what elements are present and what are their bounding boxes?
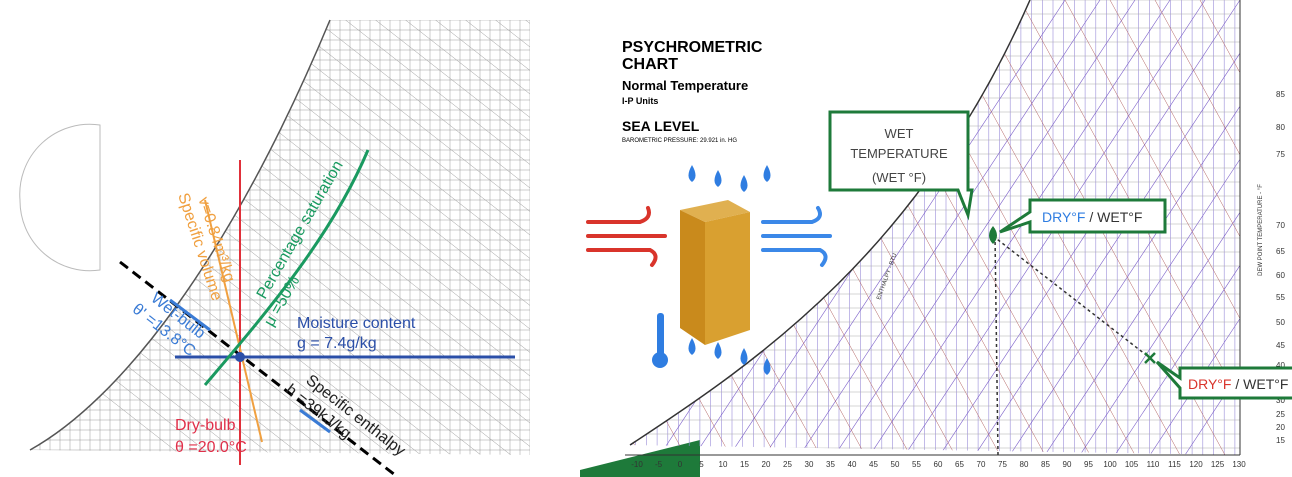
grid-line: [390, 0, 640, 455]
x-tick-label: 40: [848, 460, 857, 469]
x-tick-label: 30: [805, 460, 814, 469]
callout-text: (WET °F): [872, 170, 926, 185]
label: Dry-bulb: [175, 417, 236, 434]
dew-tick-label: 60: [1276, 271, 1285, 280]
grid-line: [0, 0, 290, 470]
x-tick-label: 45: [869, 460, 878, 469]
dew-tick-label: 85: [1276, 90, 1285, 99]
dew-tick-label: 65: [1276, 247, 1285, 256]
x-tick-label: 0: [678, 460, 683, 469]
x-tick-label: 15: [740, 460, 749, 469]
callout-text: TEMPERATURE: [850, 146, 948, 161]
x-tick-label: 25: [783, 460, 792, 469]
x-tick-label: 55: [912, 460, 921, 469]
x-tick-label: 105: [1125, 460, 1139, 469]
x-tick-label: 35: [826, 460, 835, 469]
wet: / WET°F: [1231, 376, 1288, 392]
corner: [580, 440, 700, 477]
label: g = 7.4g/kg: [297, 335, 377, 352]
label: θ =20.0°C: [175, 439, 247, 456]
state-point: [235, 352, 245, 362]
x-tick-label: 120: [1189, 460, 1203, 469]
x-labels: -10 -5 0 5 10 15 20 25 30 35 40 45 50 55 60 65 70 75 80 85 9…: [631, 460, 1246, 469]
title: CHART: [622, 56, 678, 73]
x-tick-label: 130: [1232, 460, 1246, 469]
x-tick-label: 20: [762, 460, 771, 469]
x-tick-label: 5: [699, 460, 704, 469]
x-tick-label: 65: [955, 460, 964, 469]
grid-line: [300, 0, 550, 455]
x-tick-label: 70: [977, 460, 986, 469]
x-tick-label: 125: [1211, 460, 1225, 469]
dew-tick-label: 50: [1276, 318, 1285, 327]
wet: / WET°F: [1085, 209, 1142, 225]
grid-line: [0, 0, 530, 470]
x-tick-label: 100: [1103, 460, 1117, 469]
dry: DRY°F: [1042, 209, 1085, 225]
pin: [989, 226, 997, 244]
x-tick-label: 50: [891, 460, 900, 469]
subtitle: Normal Temperature: [622, 78, 748, 93]
dew-tick-label: 25: [1276, 410, 1285, 419]
grid-line: [0, 0, 470, 470]
screenshot: Percentage saturationμ =50% Specific vol…: [0, 0, 1292, 477]
axis-title: ENTHALPY - BTU: [876, 253, 898, 301]
wind-in: [588, 208, 665, 265]
dew-tick-label: 75: [1276, 150, 1285, 159]
dew-tick-label: 45: [1276, 341, 1285, 350]
x-tick-label: 75: [998, 460, 1007, 469]
units: I-P Units: [622, 96, 658, 106]
dew-tick-label: 55: [1276, 293, 1285, 302]
x-tick-label: 10: [719, 460, 728, 469]
x-tick-label: 95: [1084, 460, 1093, 469]
grid-line: [750, 0, 1000, 455]
wind-out: [763, 208, 830, 265]
dry: DRY°F: [1188, 376, 1231, 392]
pressure: BAROMETRIC PRESSURE: 29.921 in. HG: [622, 138, 737, 144]
x-tick-label: -10: [631, 460, 643, 469]
x-tick-label: 80: [1020, 460, 1029, 469]
point-label: DRY°F / WET°F: [1188, 376, 1288, 392]
callout-text: WET: [885, 126, 914, 141]
x-tick-label: 115: [1168, 460, 1181, 469]
right-panel: -10 -5 0 5 10 15 20 25 30 35 40 45 50 55 60 65 70 75 80 85 9…: [100, 0, 1292, 477]
title: PSYCHROMETRIC: [622, 39, 763, 56]
axis-title: DEW POINT TEMPERATURE - °F: [1258, 184, 1264, 276]
x-tick-label: 110: [1147, 460, 1160, 469]
protractor: [20, 124, 100, 270]
dew-tick-label: 20: [1276, 423, 1285, 432]
thermometer: [652, 313, 668, 368]
x-tick-label: 85: [1041, 460, 1050, 469]
point-label: DRY°F / WET°F: [1042, 209, 1142, 225]
dew-tick-label: 80: [1276, 123, 1285, 132]
x-tick-label: 60: [934, 460, 943, 469]
label: Moisture content: [297, 315, 416, 332]
x-tick-label: 90: [1063, 460, 1072, 469]
dew-tick-label: 15: [1276, 436, 1285, 445]
x-mark: [1145, 353, 1155, 363]
box: [680, 200, 750, 345]
level: SEA LEVEL: [622, 118, 700, 134]
x-tick-label: -5: [655, 460, 663, 469]
dew-tick-label: 70: [1276, 221, 1285, 230]
